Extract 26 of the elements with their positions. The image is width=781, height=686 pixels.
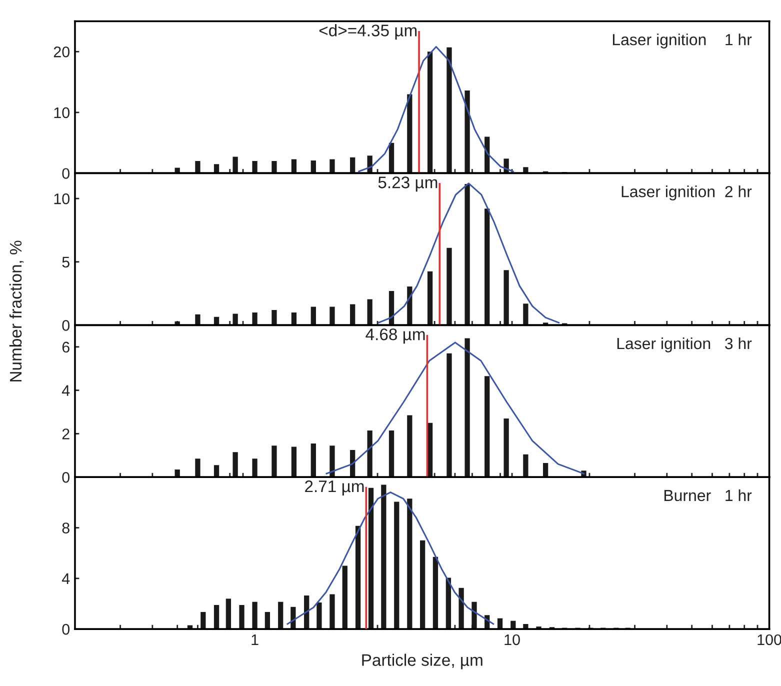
annotation: Laser ignition 2 hr [622,186,752,200]
x-axis-title: Particle size, µm [362,654,482,670]
y-tick-label: 6 [62,342,70,353]
ref-line-label: 2.71 µm [305,480,364,496]
y-tick-label: 4 [62,573,70,584]
y-tick-label: 8 [62,522,70,534]
x-tick-label: 10 [504,634,520,646]
y-tick-label: 4 [62,385,70,396]
annotation: Burner 1 hr [664,489,752,502]
y-tick-label: 20 [54,46,70,58]
y-tick-label: 10 [54,193,70,204]
y-tick-label: 2 [62,428,70,440]
ref-line-label: <d>=4.35 µm [319,24,417,40]
x-tick-label: 1 [252,634,258,645]
y-tick-label: 0 [62,320,70,331]
y-tick-label: 0 [62,624,70,635]
x-tick-label: 100 [758,634,781,646]
annotation: Laser ignition 1 hr [612,34,752,48]
ref-line-label: 4.68 µm [366,328,425,344]
y-axis-title: Number fraction, % [9,240,24,382]
ref-line-label: 5.23 µm [378,176,438,192]
y-tick-label: 0 [62,472,70,483]
y-tick-label: 10 [54,107,70,118]
y-tick-label: 5 [62,256,70,268]
y-tick-label: 0 [62,168,70,179]
annotation: Laser ignition 3 hr [617,337,752,352]
